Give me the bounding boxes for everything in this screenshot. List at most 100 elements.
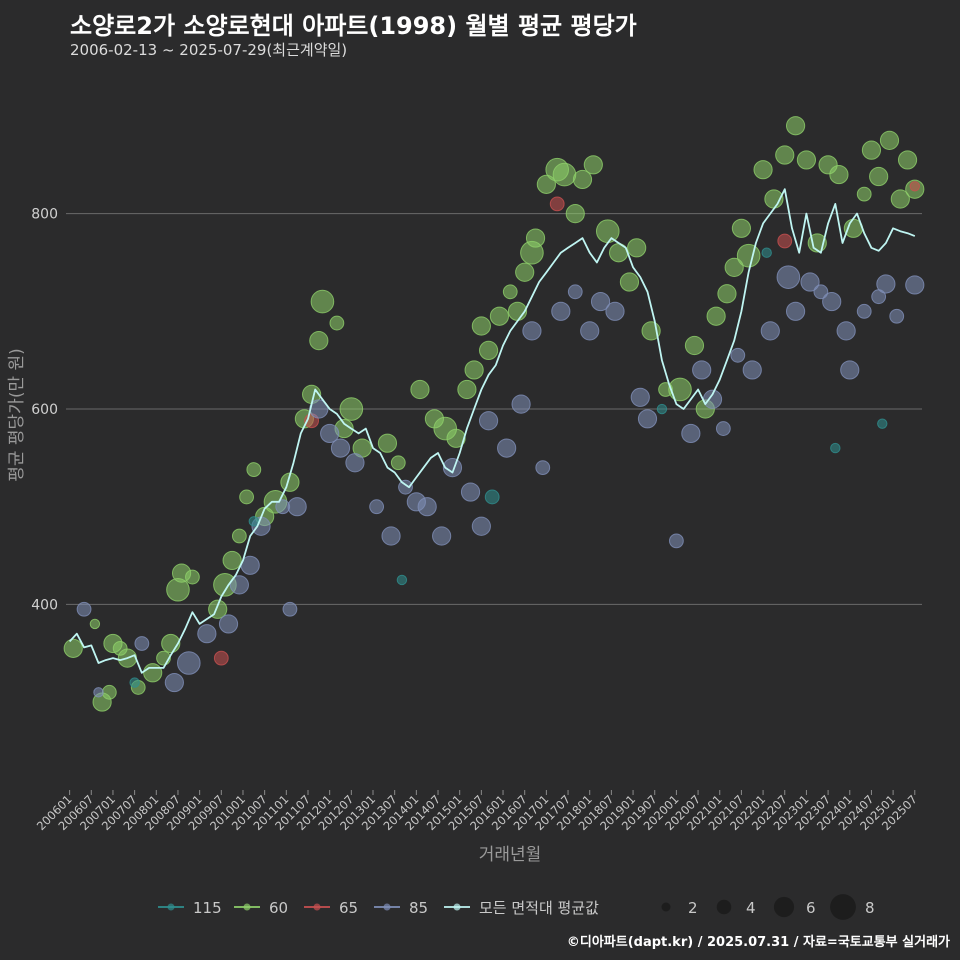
data-point-85	[93, 687, 104, 698]
legend-label: 60	[269, 899, 288, 917]
data-point-60	[310, 289, 335, 314]
data-point-85	[836, 321, 856, 341]
size-legend-label: 6	[806, 899, 816, 917]
data-point-85	[177, 651, 201, 675]
data-point-85	[605, 301, 625, 321]
data-point-85	[345, 453, 365, 473]
y-tick-label: 600	[31, 402, 58, 418]
size-legend-label: 2	[688, 899, 698, 917]
legend: 115 60 65 85 모든 면적대 평균값 2 4 6 8	[158, 894, 875, 920]
data-point-85	[760, 321, 780, 341]
data-point-85	[442, 458, 463, 478]
data-point-60	[785, 116, 806, 136]
legend-swatch-point	[167, 903, 175, 911]
data-point-85	[478, 411, 499, 431]
data-point-85	[730, 347, 746, 363]
data-point-60	[724, 257, 744, 277]
legend-swatch-point	[243, 903, 251, 911]
data-point-85	[511, 394, 531, 414]
data-point-115	[761, 247, 772, 258]
data-point-85	[218, 614, 239, 634]
data-point-60	[101, 684, 117, 700]
data-point-85	[637, 409, 658, 429]
legend-label: 115	[193, 899, 222, 917]
data-point-60	[390, 455, 406, 471]
data-point-85	[681, 423, 701, 444]
data-point-60	[239, 489, 254, 505]
data-point-60	[489, 306, 510, 326]
data-point-60	[717, 284, 737, 304]
data-point-60	[583, 155, 603, 175]
data-point-60	[552, 162, 577, 187]
data-point-115	[396, 574, 408, 586]
data-point-85	[432, 526, 452, 546]
legend-swatch-point	[453, 903, 461, 911]
data-point-60	[525, 228, 546, 248]
data-point-85	[282, 601, 298, 617]
data-point-60	[231, 528, 247, 544]
chart-subtitle: 2006-02-13 ~ 2025-07-29(최근계약일)	[70, 41, 348, 59]
data-point-85	[164, 672, 184, 693]
data-point-60	[879, 130, 900, 150]
source-caption: ©디아파트(dapt.kr) / 2025.07.31 / 자료=국토교통부 실…	[566, 935, 950, 950]
data-point-115	[877, 418, 888, 429]
data-point-85	[876, 274, 896, 294]
data-point-60	[869, 166, 889, 187]
data-point-85	[668, 533, 684, 549]
data-point-60	[775, 145, 795, 165]
data-point-65	[213, 650, 229, 666]
data-point-85	[287, 497, 307, 517]
data-point-60	[731, 218, 752, 238]
data-point-85	[330, 438, 351, 458]
data-point-65	[909, 181, 920, 192]
legend-label: 모든 면적대 평균값	[479, 899, 599, 917]
data-point-60	[457, 379, 477, 400]
data-point-115	[129, 677, 140, 688]
data-point-85	[381, 526, 401, 546]
data-point-60	[572, 169, 593, 190]
data-point-60	[410, 379, 430, 400]
data-point-60	[339, 397, 364, 421]
data-point-85	[840, 360, 860, 380]
data-point-60	[897, 150, 918, 170]
data-point-85	[776, 265, 801, 289]
data-point-85	[76, 601, 92, 617]
size-legend-circle	[661, 902, 671, 912]
average-line-layer	[68, 188, 916, 674]
data-point-60	[185, 569, 200, 585]
data-point-60	[471, 316, 491, 336]
chart-title: 소양로2가 소양로현대 아파트(1998) 월별 평균 평당가	[70, 12, 637, 40]
data-point-60	[89, 618, 101, 630]
y-tick-labels: 400 600 800	[31, 207, 58, 614]
data-point-85	[590, 291, 611, 312]
data-point-60	[329, 315, 345, 331]
data-point-85	[715, 421, 731, 436]
data-point-115	[656, 403, 668, 415]
data-point-85	[580, 321, 600, 341]
y-tick-label: 400	[31, 597, 58, 613]
data-point-65	[777, 233, 793, 249]
data-point-60	[309, 331, 329, 351]
data-point-85	[630, 387, 650, 407]
data-point-85	[497, 438, 517, 458]
data-point-85	[856, 303, 872, 319]
data-point-60	[619, 272, 640, 292]
data-point-60	[246, 462, 262, 477]
data-point-85	[134, 636, 150, 651]
data-point-60	[536, 174, 556, 194]
scatter-points	[63, 116, 925, 712]
legend-label: 65	[339, 899, 358, 917]
data-point-60	[515, 262, 535, 282]
data-point-85	[197, 624, 217, 644]
data-point-85	[460, 482, 481, 502]
data-point-85	[320, 423, 340, 444]
data-point-60	[595, 219, 620, 244]
data-point-85	[905, 275, 925, 295]
data-point-60	[565, 204, 585, 224]
data-point-60	[464, 360, 484, 380]
data-point-60	[446, 428, 466, 448]
y-axis-label: 평균 평당가(만 원)	[7, 348, 27, 482]
data-point-85	[567, 284, 583, 300]
data-point-65	[549, 196, 565, 212]
data-point-85	[889, 308, 905, 324]
